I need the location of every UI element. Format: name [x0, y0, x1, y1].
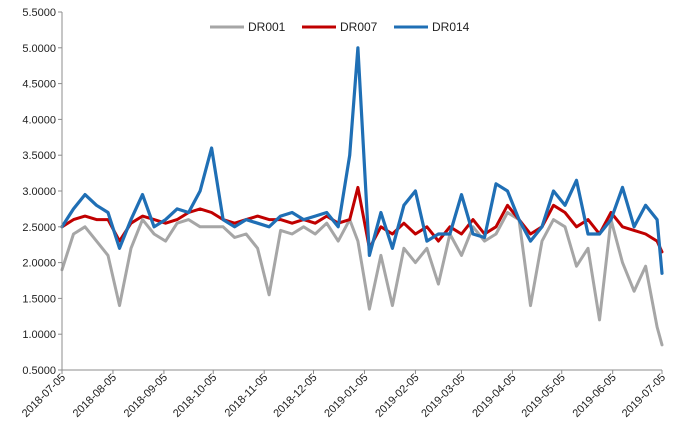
- y-tick-label: 2.5000: [22, 222, 56, 234]
- series-line-dr001: [60, 211, 664, 347]
- y-tick-label: 2.0000: [22, 258, 56, 270]
- y-tick-label: 5.0000: [22, 43, 56, 55]
- x-tick-label: 2018-10-05: [171, 372, 219, 420]
- x-tick-label: 2019-06-05: [571, 372, 619, 420]
- x-tick-label: 2019-01-05: [322, 372, 370, 420]
- series-layer: [60, 46, 664, 347]
- legend: DR001 DR007 DR014: [210, 20, 470, 34]
- x-tick-label: 2018-09-05: [122, 372, 170, 420]
- y-tick-label: 4.0000: [22, 114, 56, 126]
- legend-label-dr007: DR007: [340, 20, 378, 34]
- legend-label-dr001: DR001: [248, 20, 286, 34]
- x-tick-label: 2019-03-05: [419, 372, 467, 420]
- x-tick-label: 2018-12-05: [271, 372, 319, 420]
- x-tick-label: 2018-08-05: [71, 372, 119, 420]
- y-tick-label: 4.5000: [22, 79, 56, 91]
- y-tick-label: 1.0000: [22, 329, 56, 341]
- y-tick-label: 3.0000: [22, 186, 56, 198]
- x-tick-label: 2019-05-05: [520, 372, 568, 420]
- x-tick-label: 2018-07-05: [20, 372, 68, 420]
- series-line-dr014: [60, 46, 664, 275]
- y-tick-label: 0.5000: [22, 365, 56, 377]
- y-tick-label: 3.5000: [22, 150, 56, 162]
- y-tick-label: 5.5000: [22, 7, 56, 19]
- legend-label-dr014: DR014: [432, 20, 470, 34]
- x-tick-label: 2019-07-05: [620, 372, 668, 420]
- x-tick-label: 2019-04-05: [470, 372, 518, 420]
- x-tick-label: 2019-02-05: [373, 372, 421, 420]
- y-tick-label: 1.5000: [22, 293, 56, 305]
- axes-layer: 0.5000 1.0000 1.5000 2.0000 2.5000 3.0000 3.50…: [20, 7, 668, 420]
- x-tick-label: 2018-11-05: [223, 372, 271, 420]
